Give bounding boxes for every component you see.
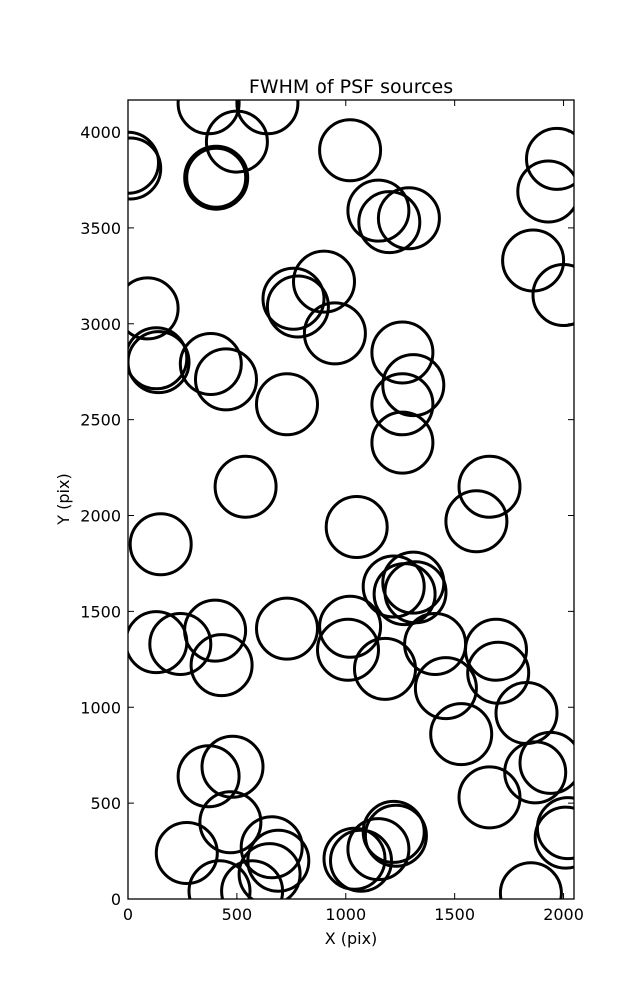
y-tick-label: 4000 [80,123,121,142]
psf-source-marker [255,596,319,661]
psf-source-marker [198,790,263,855]
psf-source-marker [498,861,563,899]
x-tick-label: 0 [123,905,133,924]
psf-source-marker [383,560,448,625]
x-axis-label: X (pix) [325,929,378,948]
x-tick-label: 2000 [543,905,584,924]
psf-source-marker [148,612,213,676]
y-tick-label: 1000 [80,698,121,717]
psf-source-marker [128,130,160,195]
psf-source-marker [361,554,426,619]
psf-source-marker [292,249,356,314]
psf-source-marker [324,495,389,559]
axis-ticks: 0 500 1000 1500 2000 0 500 1000 1500 2000 2500 3000… [80,100,584,924]
psf-source-marker [176,100,241,136]
psf-source-marker [353,636,417,701]
y-tick-label: 3500 [80,219,121,238]
psf-source-marker [533,805,574,870]
psf-source-marker [376,186,441,251]
x-tick-label: 1000 [325,905,366,924]
psf-source-marker [178,332,243,396]
x-tick-label: 1500 [434,905,475,924]
psf-source-marker [464,617,528,682]
psf-source-marker [429,702,494,767]
psf-source-marker [128,276,180,341]
psf-source-marker [413,656,478,721]
psf-source-marker [128,136,163,201]
psf-source-marker [239,815,304,880]
psf-source-marker [518,730,574,795]
psf-source-marker [370,372,435,437]
x-tick-label: 500 [222,905,253,924]
psf-source-marker [531,263,574,327]
y-tick-label: 1500 [80,602,121,621]
psf-source-marker [261,266,326,331]
psf-source-marker [237,842,302,899]
psf-source-marker [204,109,269,174]
psf-source-marker [457,454,522,519]
source-markers [128,100,574,899]
psf-source-marker [265,274,330,339]
y-axis-label: Y (pix) [54,473,73,525]
psf-source-marker [370,410,435,475]
plot-frame [127,99,575,900]
psf-source-marker [361,799,426,864]
psf-source-marker [494,681,559,745]
psf-source-marker [128,610,189,675]
psf-source-marker [357,190,422,255]
psf-source-marker [363,803,428,868]
psf-source-marker [128,330,191,395]
psf-source-marker [403,612,468,676]
psf-source-marker [302,301,367,366]
chart-title: FWHM of PSF sources [249,76,453,98]
psf-source-marker [318,118,383,183]
psf-source-marker [318,594,383,659]
y-tick-label: 2500 [80,411,121,430]
psf-source-marker [381,353,446,418]
y-tick-label: 0 [111,890,121,909]
psf-source-marker [457,765,522,830]
psf-source-marker [220,859,285,899]
psf-source-marker [128,326,189,391]
psf-source-marker [194,347,258,412]
psf-source-marker [346,178,411,243]
psf-source-marker [503,740,568,805]
psf-source-marker [213,454,278,519]
psf-source-marker [346,817,411,882]
psf-source-marker [370,320,435,385]
psf-source-marker [444,489,509,554]
psf-source-marker [255,372,319,437]
psf-source-marker [329,828,393,893]
y-tick-label: 2000 [80,507,121,526]
psf-source-marker [516,159,574,224]
psf-source-marker [525,126,574,191]
highlighted-source-marker [183,144,250,211]
y-tick-label: 3000 [80,315,121,334]
psf-source-marker [154,821,219,885]
psf-source-marker [501,228,566,293]
psf-source-marker [189,633,254,698]
psf-source-marker [200,734,265,799]
psf-source-marker [316,617,380,682]
psf-source-marker [187,859,252,899]
y-tick-label: 500 [90,794,121,813]
psf-source-marker [128,512,193,577]
